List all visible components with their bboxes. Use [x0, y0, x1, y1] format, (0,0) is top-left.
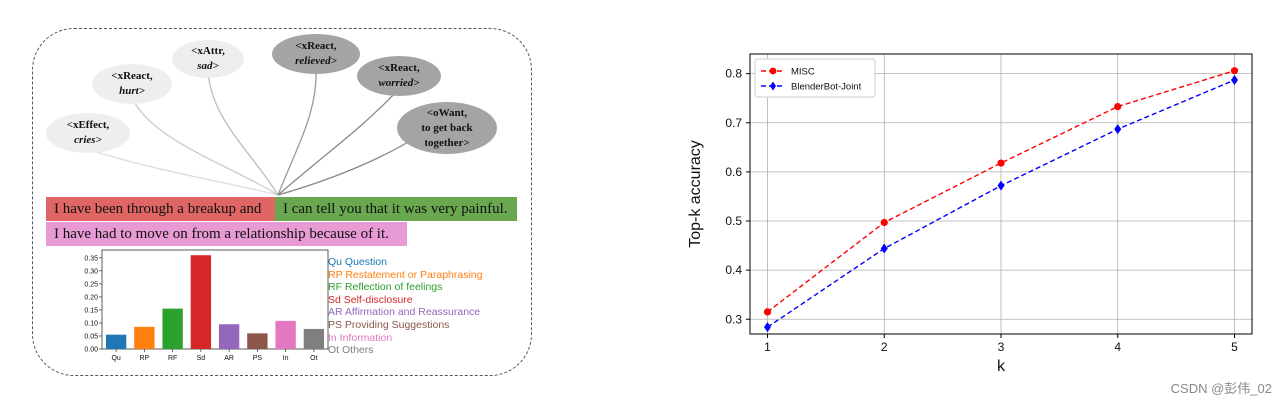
- legend-label-blenderbot-joint: BlenderBot-Joint: [791, 82, 862, 93]
- data-point-misc: [880, 218, 888, 227]
- y-tick-label: 0.35: [84, 255, 98, 262]
- y-tick-label: 0.4: [725, 263, 742, 277]
- concept-xreact-hurt: <xReact, hurt>: [92, 64, 172, 104]
- bar-sd: [190, 255, 212, 349]
- strategy-legend: Qu Question RP Restatement or Paraphrasin…: [328, 256, 482, 357]
- bar-in: [275, 320, 296, 349]
- legend-item: PS Providing Suggestions: [328, 318, 450, 331]
- x-tick-label: Ot: [310, 355, 317, 362]
- bar-ps: [247, 333, 268, 349]
- y-tick-label: 0.8: [725, 67, 742, 81]
- legend-item: AR Affirmation and Reassurance: [328, 306, 481, 319]
- bar-qu: [105, 334, 127, 349]
- x-tick-label: 3: [998, 340, 1005, 354]
- concept-xattr: <xAttr, sad>: [172, 40, 244, 78]
- legend-marker-blenderbot-joint: [770, 81, 776, 91]
- series-line-misc: [767, 70, 1235, 313]
- legend-item: Qu Question: [328, 256, 387, 268]
- y-tick-label: 0.25: [84, 281, 98, 288]
- x-tick-label: 4: [1114, 340, 1121, 354]
- y-tick-label: 0.7: [725, 116, 742, 130]
- legend-item: RP Restatement or Paraphrasing: [328, 268, 483, 281]
- y-tick-label: 0.00: [84, 347, 98, 354]
- x-tick-label: RF: [168, 355, 177, 362]
- x-tick-label: PS: [253, 355, 263, 362]
- x-tick-label: AR: [224, 355, 234, 362]
- sentence-segment-2: I can tell you that it was very painful.: [275, 197, 517, 221]
- legend-box: [754, 58, 876, 98]
- y-tick-label: 0.3: [725, 312, 742, 326]
- legend-label-misc: MISC: [791, 67, 815, 78]
- x-tick-label: 2: [881, 340, 888, 354]
- legend-item: Ot Others: [328, 344, 374, 357]
- data-point-blenderbot-joint: [1114, 124, 1122, 135]
- concept-owant: <oWant, to get back together>: [397, 102, 497, 154]
- watermark: CSDN @彭伟_02: [1170, 381, 1272, 396]
- legend-item: Sd Self-disclosure: [328, 293, 413, 306]
- x-axis-label: k: [997, 358, 1006, 375]
- x-tick-label: In: [283, 355, 289, 362]
- data-point-blenderbot-joint: [880, 243, 888, 254]
- data-point-misc: [1114, 102, 1122, 111]
- illustration-panel: [32, 28, 532, 376]
- y-tick-label: 0.10: [84, 320, 98, 327]
- x-tick-label: Qu: [111, 355, 120, 362]
- x-tick-label: 1: [764, 340, 771, 354]
- sentence-segment-1: I have been through a breakup and: [46, 197, 275, 221]
- chart-legend: MISC BlenderBot-Joint: [754, 58, 876, 98]
- data-point-blenderbot-joint: [764, 322, 772, 333]
- data-point-blenderbot-joint: [1230, 75, 1238, 86]
- concept-xreact-relieved: <xReact, relieved>: [272, 34, 360, 74]
- bar-rp: [134, 326, 155, 349]
- bar-ot: [303, 328, 325, 349]
- data-point-blenderbot-joint: [997, 180, 1005, 191]
- bar-rf: [162, 308, 183, 349]
- x-tick-label: Sd: [197, 355, 206, 362]
- legend-marker-misc: [769, 67, 777, 75]
- y-tick-label: 0.05: [84, 333, 98, 340]
- strategy-bar-chart: 0.00 0.05 0.10 0.15 0.20 0.25 0.30 0.35 Qu RP RF Sd…: [84, 249, 329, 362]
- y-tick-label: 0.15: [84, 307, 98, 314]
- concept-xreact-worried: <xReact, worried>: [357, 56, 441, 96]
- data-point-misc: [997, 159, 1005, 167]
- y-tick-label: 0.5: [725, 214, 742, 228]
- y-tick-label: 0.6: [725, 165, 742, 179]
- concept-xeffect: <xEffect, cries>: [46, 113, 130, 153]
- x-tick-label: RP: [140, 355, 150, 362]
- data-point-misc: [763, 308, 772, 316]
- topk-accuracy-chart: 1 2 3 4 5 0.3 0.4 0.5 0.6 0.7 0.8 k Top-k accuracy MI…: [687, 53, 1253, 375]
- y-tick-label: 0.30: [84, 268, 98, 275]
- sentence-segment-3: I have had to move on from a relationshi…: [46, 222, 407, 246]
- y-axis-label: Top-k accuracy: [687, 140, 704, 248]
- data-point-misc: [1230, 67, 1239, 75]
- legend-item: In Information: [328, 331, 393, 344]
- y-tick-label: 0.20: [84, 294, 98, 301]
- x-tick-label: 5: [1231, 340, 1238, 354]
- bar-ar: [218, 324, 240, 349]
- legend-item: RF Reflection of feelings: [328, 281, 443, 294]
